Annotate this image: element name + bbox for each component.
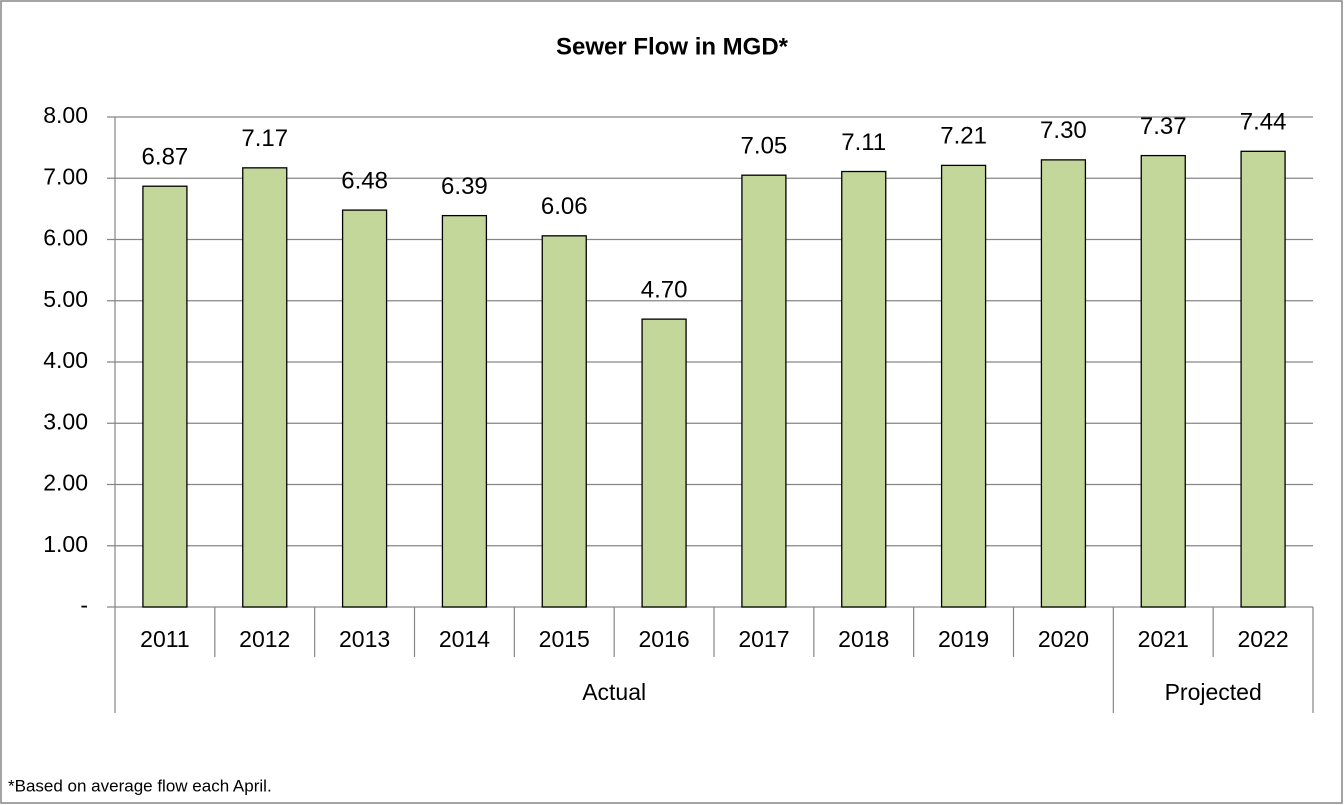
- y-tick-label: 2.00: [43, 470, 88, 496]
- data-label: 7.30: [1040, 117, 1087, 144]
- data-label: 7.11: [841, 129, 886, 156]
- bar: [741, 174, 787, 608]
- data-label: 6.39: [441, 173, 488, 200]
- chart-title: Sewer Flow in MGD*: [556, 33, 789, 60]
- x-tick-label: 2011: [140, 626, 189, 652]
- data-label: 6.87: [142, 144, 189, 171]
- x-tick-label: 2014: [439, 626, 490, 652]
- data-label: 6.48: [341, 167, 388, 194]
- bar: [242, 167, 288, 608]
- bar: [441, 214, 488, 608]
- y-tick-label: 7.00: [43, 163, 88, 189]
- y-tick-label: 4.00: [43, 347, 88, 373]
- data-label: 4.70: [641, 276, 688, 303]
- data-label: 7.44: [1240, 109, 1287, 136]
- bar: [1140, 154, 1186, 608]
- data-label: 7.37: [1140, 113, 1187, 140]
- footnote: *Based on average flow each April.: [8, 776, 272, 795]
- bar: [341, 209, 388, 608]
- group-label: Actual: [582, 679, 646, 705]
- x-tick-label: 2022: [1237, 626, 1288, 652]
- y-tick-label: 1.00: [43, 531, 88, 557]
- y-tick-label: 5.00: [43, 286, 88, 312]
- x-tick-label: 2012: [239, 626, 290, 652]
- x-tick-label: 2018: [838, 626, 889, 652]
- x-tick-label: 2019: [938, 626, 989, 652]
- bar: [541, 235, 587, 608]
- x-tick-label: 2017: [738, 626, 789, 652]
- x-tick-label: 2016: [638, 626, 689, 652]
- bar: [1240, 150, 1286, 608]
- group-label: Projected: [1165, 679, 1262, 705]
- x-tick-label: 2013: [339, 626, 390, 652]
- data-label: 7.05: [741, 133, 788, 160]
- y-tick-label: 3.00: [43, 408, 88, 434]
- bar: [142, 185, 188, 608]
- bar: [641, 318, 687, 608]
- x-tick-label: 2015: [539, 626, 590, 652]
- bar: [1040, 159, 1087, 608]
- data-label: 6.06: [541, 193, 588, 220]
- data-label: 7.21: [940, 123, 987, 150]
- y-tick-label: 8.00: [43, 102, 88, 128]
- x-tick-label: 2021: [1138, 626, 1189, 652]
- bar: [940, 164, 987, 608]
- x-tick-label: 2020: [1038, 626, 1089, 652]
- y-tick-label: 6.00: [43, 225, 88, 251]
- y-tick-label: -: [80, 592, 88, 618]
- data-label: 7.17: [241, 125, 288, 152]
- bar: [841, 170, 887, 608]
